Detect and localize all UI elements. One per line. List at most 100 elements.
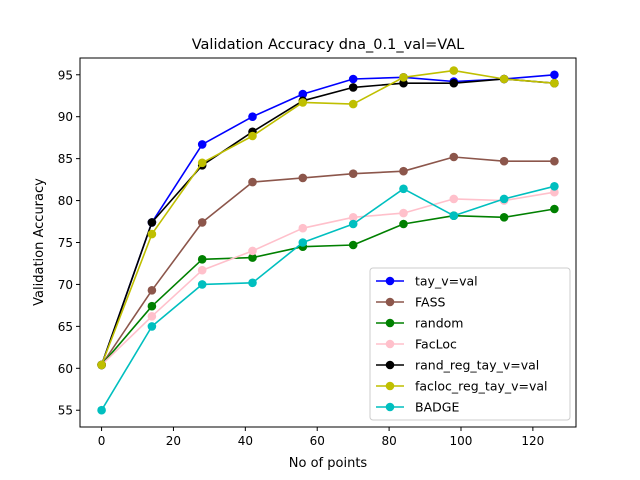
data-point-facloc-reg-tay-v-val xyxy=(399,73,408,82)
data-point-fass xyxy=(298,173,308,183)
series-line-random xyxy=(100,208,555,366)
series-facloc-reg-tay-v-val xyxy=(97,66,559,370)
x-tick-label: 20 xyxy=(166,434,181,448)
legend: tay_v=val FASS random FacLoc rand_reg_tay_v=… xyxy=(369,267,571,421)
data-point-facloc-reg-tay-v-val xyxy=(97,360,106,370)
data-point-facloc xyxy=(399,208,408,218)
y-tick-label: 85 xyxy=(58,152,73,166)
data-point-random xyxy=(499,213,509,222)
legend-entry-badge: BADGE xyxy=(376,400,459,415)
series-line-facloc-reg-tay-v-val xyxy=(100,69,555,366)
data-point-facloc xyxy=(449,194,459,204)
data-point-tay-v-val xyxy=(248,112,257,121)
data-point-badge xyxy=(298,238,308,247)
legend-box xyxy=(369,267,571,421)
legend-entry-random: random xyxy=(376,316,463,331)
data-point-badge xyxy=(399,184,408,194)
data-point-facloc xyxy=(298,223,308,233)
data-point-fass xyxy=(248,177,257,187)
y-tick-label: 80 xyxy=(58,194,73,208)
legend-label: tay_v=val xyxy=(415,274,478,289)
legend-marker xyxy=(385,360,395,370)
data-point-rand-reg-tay-v-val xyxy=(348,83,358,92)
y-tick-label: 55 xyxy=(58,404,73,418)
data-point-rand-reg-tay-v-val xyxy=(147,218,157,227)
legend-entry-tay-v-val: tay_v=val xyxy=(376,274,478,289)
y-tick-label: 70 xyxy=(58,278,73,292)
y-tick-label: 95 xyxy=(58,68,73,82)
data-point-facloc-reg-tay-v-val xyxy=(499,74,509,84)
data-point-badge xyxy=(449,211,459,220)
y-tick-label: 75 xyxy=(58,236,73,250)
series-line-tay-v-val xyxy=(100,74,555,366)
data-point-rand-reg-tay-v-val xyxy=(449,78,459,88)
legend-entry-rand-reg-tay-v-val: rand_reg_tay_v=val xyxy=(376,358,539,373)
data-point-facloc-reg-tay-v-val xyxy=(348,99,358,109)
data-point-random xyxy=(147,301,157,311)
axes: 0 20 40 60 80 100 120 55 60 65 70 75 80 85 90 95 xyxy=(58,57,577,448)
legend-entry-facloc: FacLoc xyxy=(376,337,457,352)
legend-entry-facloc-reg-tay-v-val: facloc_reg_tay_v=val xyxy=(376,379,548,394)
legend-marker xyxy=(385,381,395,391)
data-point-fass xyxy=(399,166,408,176)
data-point-facloc-reg-tay-v-val xyxy=(550,78,559,88)
series-facloc xyxy=(97,187,559,370)
x-tick-label: 80 xyxy=(381,434,396,448)
data-point-tay-v-val xyxy=(550,70,559,80)
data-point-fass xyxy=(197,218,207,227)
y-tick-label: 65 xyxy=(58,320,73,334)
y-axis-label: Validation Accuracy xyxy=(32,178,47,306)
legend-entry-fass: FASS xyxy=(376,295,446,310)
x-tick-label: 60 xyxy=(310,434,325,448)
data-point-facloc xyxy=(197,265,207,275)
data-point-tay-v-val xyxy=(197,140,207,149)
data-point-fass xyxy=(550,156,559,166)
y-tick-label: 60 xyxy=(58,362,73,376)
legend-marker xyxy=(385,297,395,307)
data-point-facloc-reg-tay-v-val xyxy=(449,66,459,75)
data-point-facloc-reg-tay-v-val xyxy=(298,98,308,107)
series-line-rand-reg-tay-v-val xyxy=(100,78,555,366)
data-point-badge xyxy=(499,194,509,204)
x-axis-label: No of points xyxy=(289,456,368,471)
x-tick-label: 40 xyxy=(238,434,253,448)
data-point-fass xyxy=(499,156,509,166)
data-point-facloc xyxy=(248,246,257,256)
series-badge xyxy=(97,182,559,415)
data-point-badge xyxy=(248,278,257,288)
series-line-badge xyxy=(100,185,555,411)
legend-marker xyxy=(385,276,395,286)
data-point-facloc-reg-tay-v-val xyxy=(147,229,157,239)
legend-label: FASS xyxy=(415,295,446,310)
legend-marker xyxy=(385,402,395,412)
data-point-fass xyxy=(348,169,358,178)
data-point-facloc-reg-tay-v-val xyxy=(248,131,257,141)
data-point-badge xyxy=(97,405,106,415)
data-point-badge xyxy=(197,280,207,289)
data-point-random xyxy=(348,240,358,250)
data-point-badge xyxy=(147,322,157,331)
data-point-facloc-reg-tay-v-val xyxy=(197,158,207,168)
data-point-random xyxy=(399,219,408,229)
data-point-fass xyxy=(147,286,157,295)
y-tick-label: 90 xyxy=(58,110,73,124)
legend-label: FacLoc xyxy=(415,337,457,352)
legend-label: facloc_reg_tay_v=val xyxy=(415,379,548,394)
series-line-fass xyxy=(100,156,555,366)
x-tick-label: 120 xyxy=(521,434,544,448)
data-point-rand-reg-tay-v-val xyxy=(399,78,408,88)
data-point-random xyxy=(248,253,257,262)
data-point-badge xyxy=(550,182,559,191)
data-point-tay-v-val xyxy=(298,89,308,99)
data-point-facloc xyxy=(348,213,358,222)
data-point-fass xyxy=(449,152,459,162)
data-point-tay-v-val xyxy=(348,74,358,84)
legend-marker xyxy=(385,339,395,349)
data-point-facloc xyxy=(550,187,559,197)
x-tick-label: 100 xyxy=(450,434,473,448)
data-point-random xyxy=(550,204,559,214)
plot-marks xyxy=(97,66,559,415)
legend-label: BADGE xyxy=(415,400,459,415)
data-point-facloc xyxy=(147,312,157,321)
